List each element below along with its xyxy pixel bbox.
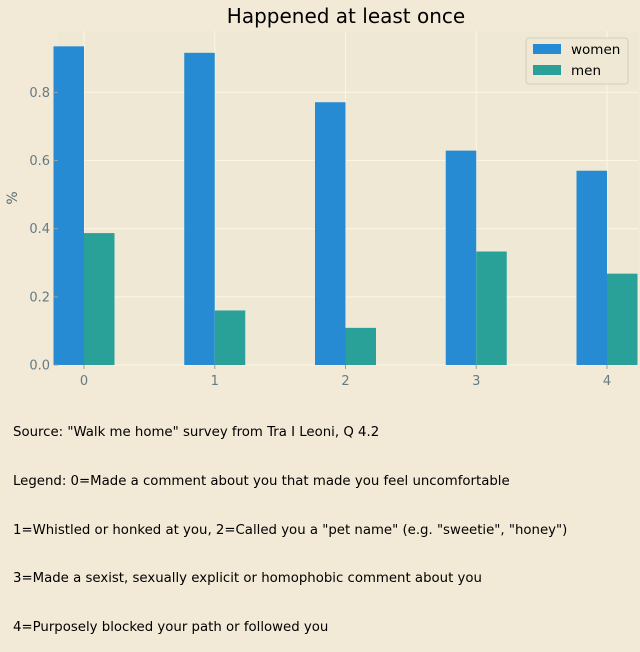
x-tick-label: 0	[80, 374, 88, 389]
x-tick-label: 2	[341, 374, 349, 389]
y-tick-label: 0.2	[29, 290, 50, 305]
caption-legend-line-2: 1=Whistled or honked at you, 2=Called yo…	[13, 522, 568, 538]
bar-men-4	[607, 273, 638, 365]
legend: women men	[525, 37, 629, 85]
legend-label-men: men	[571, 63, 601, 79]
y-axis-label: %	[5, 191, 21, 204]
caption-source: Source: "Walk me home" survey from Tra I…	[13, 425, 380, 441]
bar-women-4	[576, 170, 607, 365]
caption-legend-line-1: Legend: 0=Made a comment about you that …	[13, 474, 510, 490]
x-tick-label: 1	[211, 374, 219, 389]
x-tick-label: 3	[472, 374, 480, 389]
bar-men-0	[84, 233, 115, 365]
bar-women-1	[184, 52, 215, 365]
bar-men-2	[345, 327, 376, 365]
y-axis-ticks: 0.0 0.2 0.4 0.6 0.8	[29, 86, 58, 374]
bar-women-0	[53, 46, 84, 366]
caption-legend-line-4: 4=Purposely blocked your path or followe…	[13, 619, 329, 635]
chart-title: Happened at least once	[227, 4, 465, 28]
caption: Source: "Walk me home" survey from Tra I…	[13, 393, 567, 652]
bar-men-1	[214, 310, 246, 365]
y-tick-label: 0.8	[29, 86, 50, 101]
bar-men-3	[476, 251, 507, 365]
plot-area	[58, 31, 638, 365]
bars	[53, 46, 638, 366]
legend-swatch-women	[533, 44, 561, 54]
y-tick-label: 0.6	[29, 154, 50, 169]
y-tick-label: 0.4	[29, 222, 50, 237]
x-tick-label: 4	[603, 374, 611, 389]
caption-legend-line-3: 3=Made a sexist, sexually explicit or ho…	[13, 571, 482, 587]
legend-label-women: women	[571, 42, 620, 58]
y-tick-label: 0.0	[29, 359, 50, 374]
bar-women-2	[315, 102, 346, 365]
x-axis-ticks: 0 1 2 3 4	[80, 365, 611, 389]
legend-swatch-men	[533, 65, 561, 75]
bar-women-3	[445, 150, 477, 365]
bar-chart: 0 1 2 3 4 0.0 0.2 0.4 0.6 0.8 Happened at least …	[5, 4, 638, 389]
